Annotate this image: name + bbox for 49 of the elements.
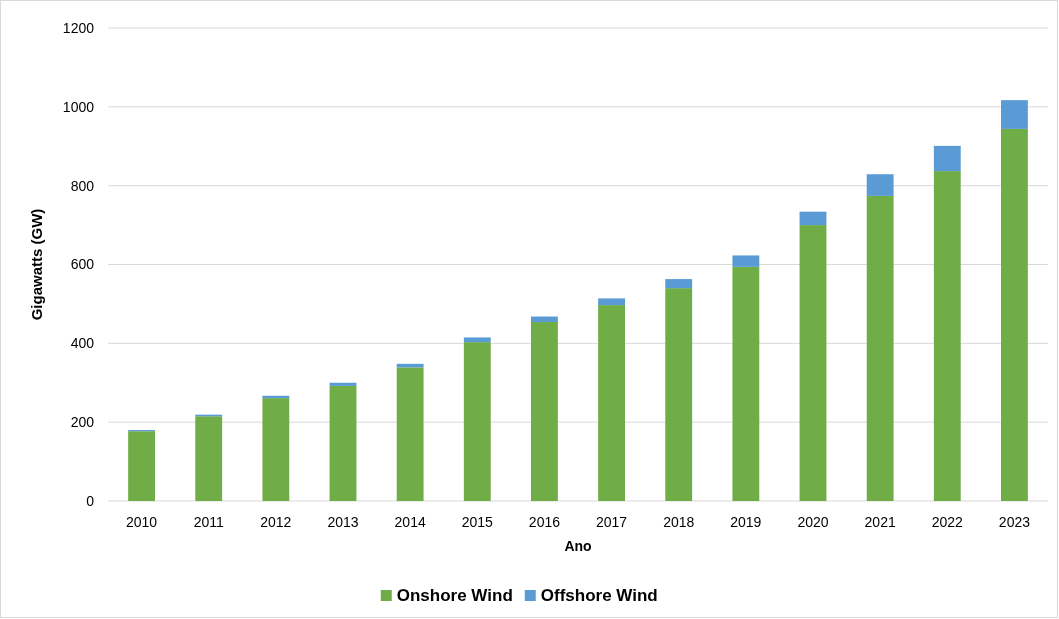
y-tick-label: 1000	[62, 98, 95, 115]
bar	[933, 171, 961, 501]
bar	[665, 288, 693, 501]
bar	[195, 416, 223, 501]
bar	[933, 145, 961, 172]
x-tick-label: 2011	[193, 514, 224, 530]
bar	[1001, 100, 1028, 129]
bar	[732, 266, 760, 501]
y-axis-title: Gigawatts (GW)	[28, 208, 45, 321]
bar	[799, 211, 827, 226]
bar	[866, 195, 894, 501]
x-tick-label: 2017	[595, 514, 628, 530]
x-tick-label: 2018	[663, 514, 695, 530]
bar	[262, 398, 290, 501]
y-tick-label: 200	[70, 414, 95, 431]
bar	[463, 337, 491, 343]
bar	[531, 316, 558, 323]
x-axis-title: Ano	[564, 538, 592, 554]
legend-label: Offshore Wind	[540, 586, 658, 605]
x-tick-label: 2016	[528, 514, 561, 530]
bar	[128, 431, 155, 501]
bar	[665, 279, 693, 289]
x-tick-label: 2023	[998, 514, 1031, 530]
bar	[396, 367, 424, 501]
x-tick-label: 2013	[327, 514, 359, 530]
y-tick-label: 800	[70, 177, 95, 194]
x-tick-label: 2012	[260, 514, 292, 530]
bar	[799, 225, 827, 501]
x-tick-label: 2019	[730, 514, 762, 530]
y-tick-label: 400	[70, 335, 95, 352]
bar	[463, 342, 491, 501]
x-tick-label: 2020	[797, 514, 829, 530]
y-tick-label: 1200	[62, 19, 95, 36]
bar	[866, 174, 894, 196]
bar	[598, 305, 625, 501]
x-tick-label: 2021	[864, 514, 896, 530]
y-tick-label: 0	[86, 492, 95, 509]
bar	[329, 382, 357, 386]
x-tick-label: 2022	[931, 514, 964, 530]
x-tick-label: 2014	[394, 514, 426, 530]
x-tick-label: 2015	[461, 514, 494, 530]
bar	[1001, 128, 1028, 501]
bar	[329, 385, 357, 501]
x-tick-label: 2010	[125, 514, 158, 530]
bar	[598, 298, 625, 306]
legend-label: Onshore Wind	[396, 586, 513, 605]
y-tick-label: 600	[70, 256, 95, 273]
bar	[531, 322, 558, 501]
bar	[732, 255, 760, 267]
